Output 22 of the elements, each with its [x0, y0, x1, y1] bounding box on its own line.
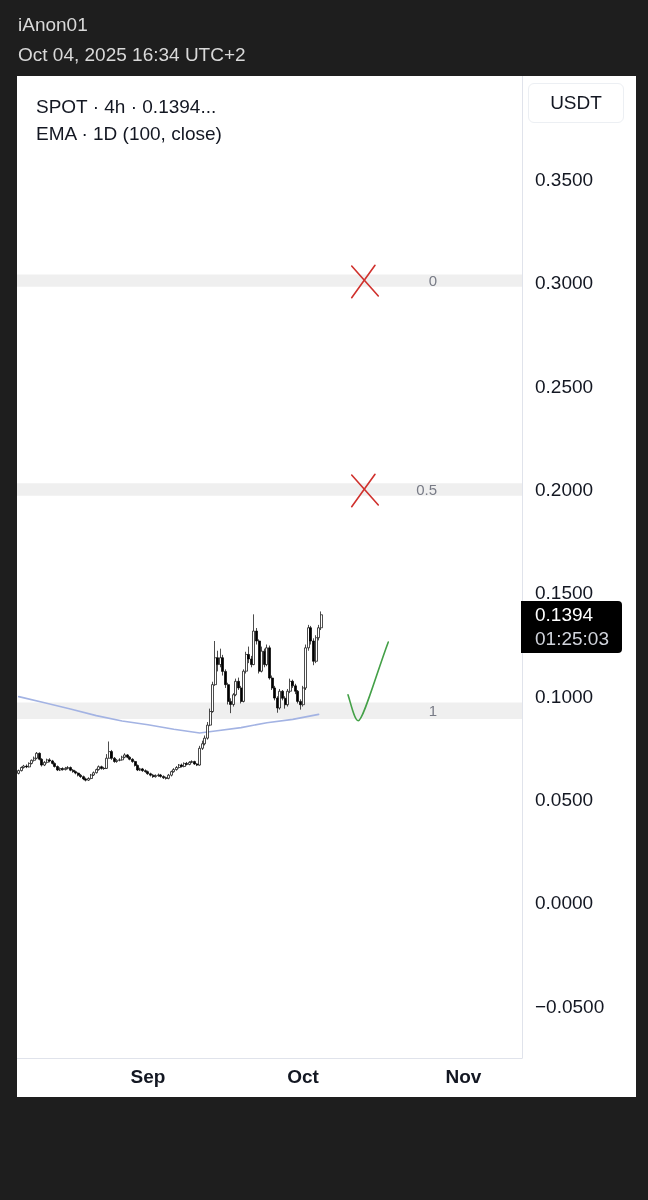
text: SPOT · 4h · 0.1394...: [36, 96, 217, 117]
text: EMA · 1D (100, close): [36, 123, 222, 144]
text: 0.1394: [535, 602, 595, 627]
x-tick-label: Nov: [445, 1066, 482, 1087]
y-tick-label: 0.3000: [535, 272, 594, 294]
text: Oct 04, 2025 16:34 UTC+2: [18, 43, 246, 67]
text: 01:25:03: [535, 626, 610, 651]
y-tick-label: 0.2500: [535, 375, 594, 397]
y-tick-label: −0.0500: [535, 995, 605, 1017]
band-label: 1: [428, 702, 437, 720]
y-tick-label: 0.0500: [535, 789, 594, 811]
y-axis-title: USDT: [528, 83, 624, 123]
x-tick-label: Oct: [287, 1066, 320, 1087]
text: iAnon01: [18, 13, 89, 37]
y-tick-label: 0.1000: [535, 685, 594, 707]
y-tick-label: 0.0000: [535, 892, 594, 914]
y-tick-label: 0.3500: [535, 168, 594, 190]
band-label: 0: [428, 272, 437, 290]
x-tick-label: Sep: [130, 1066, 166, 1087]
y-tick-label: 0.1500: [535, 582, 594, 604]
y-tick-label: 0.2000: [535, 478, 594, 500]
band-label: 0.5: [416, 480, 437, 498]
